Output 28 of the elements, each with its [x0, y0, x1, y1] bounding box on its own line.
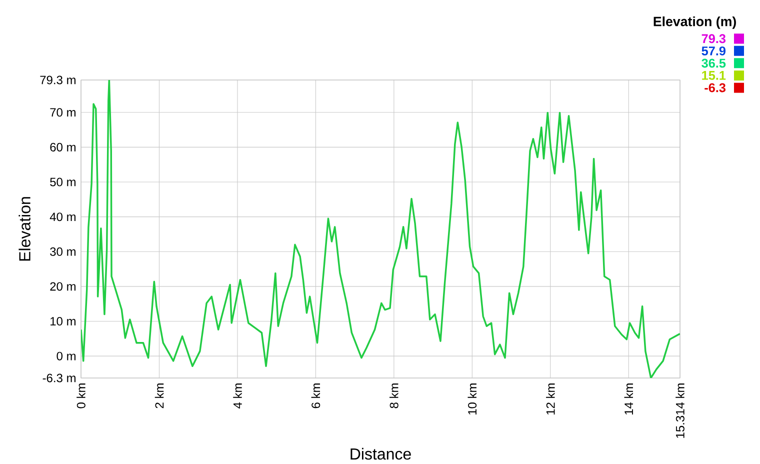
color-bar-label: 36.5 — [702, 58, 726, 68]
x-axis-title: Distance — [350, 448, 411, 460]
y-tick-label: 10 m — [50, 316, 76, 326]
line-series — [81, 80, 680, 378]
x-tick-label: 8 km — [390, 383, 398, 408]
x-tick-label: 6 km — [311, 383, 320, 408]
y-tick-label: 30 m — [50, 247, 76, 256]
y-tick-label: 50 m — [50, 178, 76, 186]
y-tick-label: 79.3 m — [40, 76, 76, 84]
x-tick-label: 4 km — [233, 383, 242, 408]
y-tick-label: 70 m — [50, 108, 76, 117]
color-bar-label: 79.3 — [702, 34, 726, 44]
x-tick-label: 10 km — [468, 383, 477, 414]
color-bar-label: -6.3 — [704, 83, 726, 92]
y-tick-label: 20 m — [50, 282, 76, 291]
y-tick-label: 0 m — [56, 352, 76, 360]
y-axis-title: Elevation — [18, 197, 30, 261]
y-tick-label: 40 m — [50, 212, 76, 222]
y-tick-label: 60 m — [50, 142, 76, 152]
x-tick-label: 15.314 km — [676, 383, 684, 438]
x-tick-label: 12 km — [546, 383, 555, 414]
y-tick-label: -6.3 m — [42, 374, 76, 382]
color-bar-title: Elevation (m) — [654, 16, 736, 29]
x-tick-label: 0 km — [76, 383, 86, 408]
color-bar-label: 15.1 — [702, 70, 726, 80]
x-tick-label: 14 km — [624, 383, 633, 414]
x-tick-label: 2 km — [154, 383, 164, 408]
color-bar-label: 57.9 — [702, 46, 726, 56]
